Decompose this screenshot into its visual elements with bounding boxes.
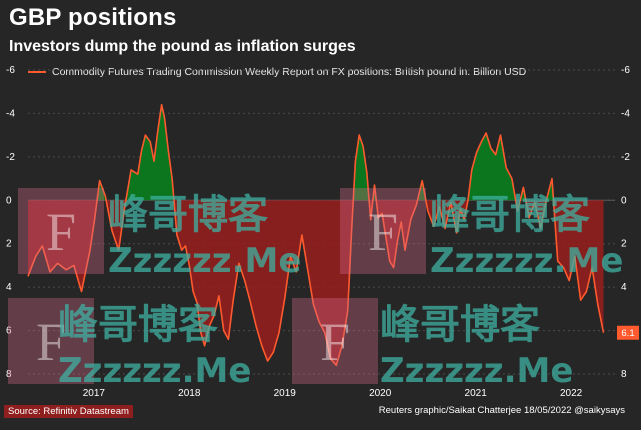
watermark-brand: 峰哥博客 [380,302,540,348]
y-tick-label-right: -4 [621,108,630,119]
x-tick-label: 2018 [178,388,201,399]
net-long-area [125,104,174,201]
credit-note: Reuters graphic/Saikat Chatterjee 18/05/… [378,405,625,416]
y-tick-label-left: -2 [6,152,15,163]
watermark-f-glyph: F [368,202,398,262]
net-short-area [525,200,547,229]
y-tick-label-left: 8 [6,369,12,380]
last-value-label: 6.1 [621,328,634,339]
x-tick-label: 2017 [83,388,106,399]
watermark-domain: Zzzzzz.Me [380,351,573,391]
chart-footer: Source: Refinitiv Datastream Reuters gra… [0,402,641,418]
source-note: Source: Refinitiv Datastream [4,405,133,418]
watermark-domain: Zzzzzz.Me [58,351,251,391]
net-short-area [553,200,604,333]
watermark-f-glyph: F [46,202,76,262]
series-line [27,103,605,367]
legend-label: Commodity Futures Trading Commission Wee… [52,66,527,78]
page-subtitle: Investors dump the pound as inflation su… [9,38,356,55]
watermark-domain: Zzzzzz.Me [108,241,301,281]
watermark-brand: 峰哥博客 [430,192,590,238]
y-tick-label-left: 6 [6,326,12,337]
watermark-badge [8,298,94,384]
watermark-brand: 峰哥博客 [58,302,218,348]
x-tick-label: 2020 [369,388,392,399]
y-tick-label-left: 2 [6,239,12,250]
watermark-badge [340,188,426,274]
y-tick-label-left: -6 [6,65,15,76]
y-tick-label-right: -2 [621,152,630,163]
y-tick-label-left: -4 [6,108,15,119]
chart-legend: Commodity Futures Trading Commission Wee… [28,66,526,78]
gbp-position-line [27,103,605,367]
net-long-area [468,133,516,201]
y-tick-label-right: 0 [621,195,627,206]
y-tick-label-right: 2 [621,239,627,250]
y-tick-label-left: 0 [6,195,12,206]
y-tick-label-left: 4 [6,282,12,293]
page-title: GBP positions [9,4,177,31]
y-tick-label-right: 4 [621,282,627,293]
net-short-area [28,200,98,292]
x-tick-label: 2021 [465,388,488,399]
watermark-f-glyph: F [36,312,66,372]
x-axis-ticks: 2017 2018 2019 2020 2021 2022 [83,388,583,399]
last-value-box [617,325,639,340]
watermark-badge [292,298,378,384]
watermark-f-glyph: F [320,312,350,372]
net-short-area [376,200,418,268]
watermark-brand: 峰哥博客 [108,192,268,238]
watermark-badge [18,188,104,274]
legend-line-swatch [28,71,46,73]
watermark-domain: Zzzzzz.Me [430,241,623,281]
last-value: 6.1 [617,325,639,340]
net-short-area [106,200,126,251]
net-short-area [174,200,354,366]
x-tick-label: 2019 [274,388,297,399]
area-fills [28,104,604,366]
x-tick-label: 2022 [560,388,583,399]
net-long-area [417,180,426,201]
y-tick-label-right: -6 [621,65,630,76]
y-tick-label-right: 8 [621,369,627,380]
